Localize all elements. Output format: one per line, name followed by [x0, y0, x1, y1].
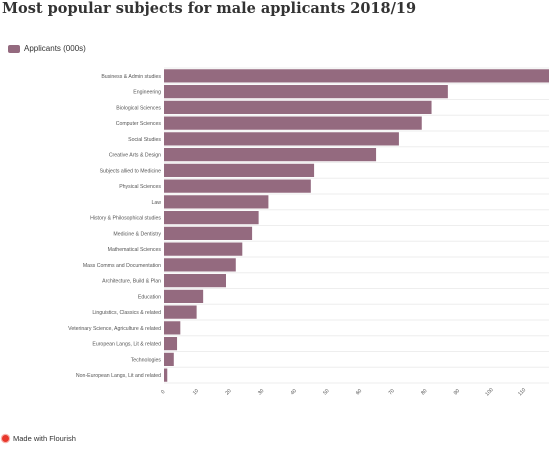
x-tick-label: 0 [160, 389, 166, 395]
bar [164, 148, 377, 162]
bar [164, 305, 197, 319]
category-label: Mathematical Sciences [108, 247, 162, 253]
bar [164, 211, 259, 225]
made-with-flourish-link[interactable]: Made with Flourish [2, 434, 76, 443]
chart-title: Most popular subjects for male applicant… [2, 0, 417, 17]
category-label: Subjects allied to Medicine [100, 168, 162, 174]
legend: Applicants (000s) [8, 44, 86, 53]
bar [164, 321, 181, 335]
x-tick-label: 20 [224, 388, 232, 396]
bar [164, 352, 174, 366]
category-label: Social Studies [128, 137, 161, 143]
x-tick-label: 30 [257, 388, 265, 396]
category-label: Technologies [131, 357, 162, 363]
bar [164, 85, 448, 99]
x-tick-label: 40 [290, 388, 298, 396]
category-label: Law [151, 200, 161, 206]
bar [164, 179, 311, 193]
bar [164, 69, 549, 83]
bar [164, 195, 269, 209]
category-label: Computer Sciences [116, 121, 162, 127]
category-label: History & Philosophical studies [90, 216, 161, 222]
category-label: Education [138, 294, 161, 300]
bar [164, 242, 243, 256]
category-label: Architecture, Build & Plan [102, 279, 161, 285]
x-tick-label: 80 [420, 388, 428, 396]
x-tick-label: 100 [484, 387, 494, 397]
category-label: Biological Sciences [116, 105, 161, 111]
category-label: Engineering [133, 90, 161, 96]
legend-label: Applicants (000s) [24, 44, 86, 53]
bar [164, 116, 422, 130]
x-tick-label: 70 [388, 388, 396, 396]
footer-label: Made with Flourish [13, 434, 76, 443]
bar [164, 163, 315, 177]
category-label: Business & Admin studies [101, 74, 161, 80]
category-label: Linguistics, Classics & related [92, 310, 161, 316]
x-tick-label: 60 [355, 388, 363, 396]
bar [164, 289, 204, 303]
category-label: Creative Arts & Design [109, 153, 161, 159]
bar [164, 100, 432, 114]
category-label: Veterinary Science, Agriculture & relate… [68, 326, 161, 332]
category-label: Physical Sciences [119, 184, 161, 190]
x-tick-label: 90 [453, 388, 461, 396]
bar [164, 258, 236, 272]
flourish-logo-icon [2, 435, 9, 442]
x-tick-label: 50 [322, 388, 330, 396]
category-label: Non-European Langs, Lit and related [76, 373, 161, 379]
bar [164, 337, 178, 351]
bar [164, 226, 253, 240]
x-tick-label: 110 [517, 387, 527, 397]
bar [164, 368, 168, 382]
x-tick-label: 10 [192, 388, 200, 396]
legend-swatch [8, 44, 20, 53]
category-label: Mass Comms and Documentation [83, 263, 161, 269]
category-label: Medicine & Dentistry [113, 231, 161, 237]
bar [164, 274, 226, 288]
bar [164, 132, 399, 146]
category-label: European Langs, Lit & related [92, 342, 161, 348]
